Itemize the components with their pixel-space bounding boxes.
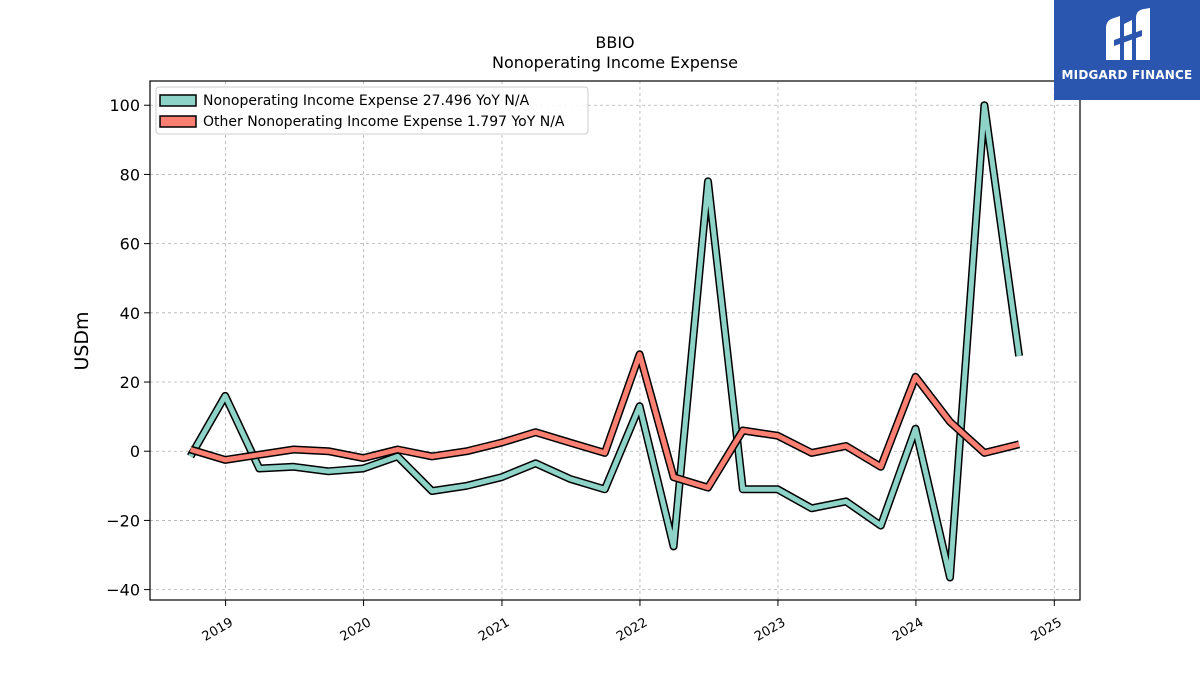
legend-box [155,86,589,135]
legend-swatch [159,115,197,128]
x-tick-label: 2019 [200,615,236,645]
y-axis-label: USDm [71,311,93,370]
x-tick-label: 2023 [752,615,788,645]
legend-label: Other Nonoperating Income Expense 1.797 … [203,114,565,130]
series-line [188,102,1022,580]
chart-title: BBIO [595,33,634,52]
brand-logo-icon [1106,8,1150,60]
series-line-outline [187,101,1024,582]
chart-subtitle: Nonoperating Income Expense [492,53,738,72]
x-tick-label: 2022 [614,615,650,645]
legend-swatch [159,94,197,107]
x-tick-label: 2021 [476,615,512,645]
y-tick-label: 40 [120,304,140,323]
grid [150,81,1080,600]
y-tick-label: −20 [106,511,140,530]
y-tick-label: 60 [120,235,140,254]
legend: Nonoperating Income Expense 27.496 YoY N… [155,86,589,135]
y-tick-label: 0 [130,442,140,461]
series-lines [187,101,1024,582]
brand-logo-text: MIDGARD FINANCE [1061,68,1193,82]
y-tick-label: −40 [106,581,140,600]
x-tick-label: 2025 [1028,615,1064,645]
brand-logo: MIDGARD FINANCE [1054,0,1200,100]
series-line [189,351,1020,491]
x-axis: 2019 2020 2021 2022 2023 2024 2025 [200,600,1065,645]
legend-label: Nonoperating Income Expense 27.496 YoY N… [203,93,530,109]
plot-frame [149,80,1081,601]
y-tick-label: 20 [120,373,140,392]
y-tick-label: 100 [109,96,140,115]
y-axis: −40 −20 0 20 40 60 80 100 [106,96,150,600]
x-tick-label: 2020 [338,615,374,645]
x-tick-label: 2024 [890,615,926,645]
y-tick-label: 80 [120,165,140,184]
